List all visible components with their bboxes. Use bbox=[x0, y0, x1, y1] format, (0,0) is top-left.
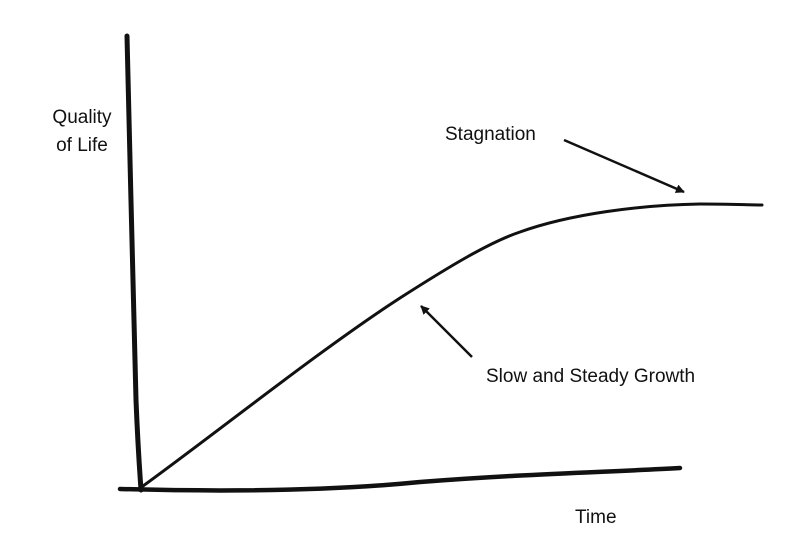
growth-curve bbox=[141, 202, 764, 488]
y-axis-label-line1: Quality bbox=[52, 107, 112, 128]
y-axis-label: Quality of Life bbox=[22, 104, 142, 160]
x-axis-label: Time bbox=[575, 507, 617, 528]
growth-arrow bbox=[420, 305, 473, 358]
stagnation-label: Stagnation bbox=[445, 124, 536, 145]
x-axis bbox=[117, 465, 683, 493]
y-axis bbox=[124, 33, 144, 493]
stagnation-arrow bbox=[563, 138, 685, 194]
growth-label: Slow and Steady Growth bbox=[486, 366, 696, 387]
y-axis-label-line2: of Life bbox=[56, 135, 108, 156]
